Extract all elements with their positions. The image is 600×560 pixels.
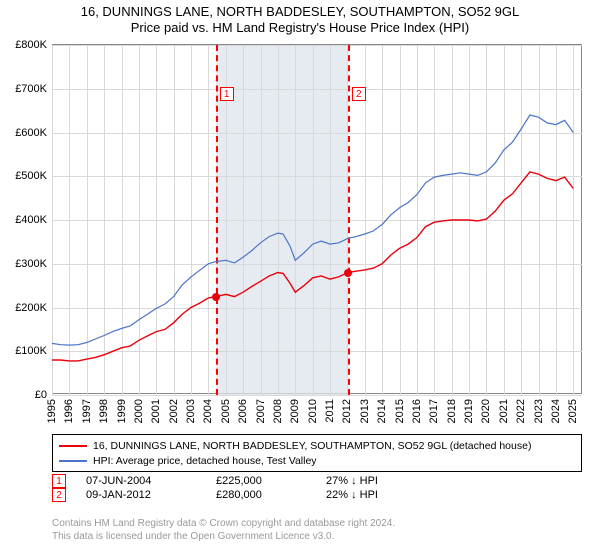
x-tick-label: 1997 [81, 399, 93, 423]
footer-line2: This data is licensed under the Open Gov… [52, 531, 395, 544]
y-tick-label: £300K [3, 258, 47, 270]
event-price: £225,000 [216, 475, 326, 487]
y-tick-label: £600K [3, 127, 47, 139]
x-tick-label: 2000 [133, 399, 145, 423]
footer-attribution: Contains HM Land Registry data © Crown c… [52, 518, 395, 543]
y-tick-label: £0 [3, 389, 47, 401]
x-tick-label: 2001 [150, 399, 162, 423]
event-table-badge: 2 [52, 488, 66, 502]
series-svg [52, 45, 582, 395]
gridline-h [52, 395, 582, 396]
x-tick-label: 2003 [185, 399, 197, 423]
x-tick-label: 2013 [359, 399, 371, 423]
event-pct: 22% ↓ HPI [326, 489, 446, 501]
x-tick-label: 2025 [567, 399, 579, 423]
x-tick-label: 2007 [255, 399, 267, 423]
x-tick-label: 1996 [63, 399, 75, 423]
chart-title-line2: Price paid vs. HM Land Registry's House … [0, 20, 600, 35]
x-tick-label: 2019 [463, 399, 475, 423]
x-tick-label: 1995 [46, 399, 58, 423]
x-tick-label: 2015 [394, 399, 406, 423]
x-tick-label: 2022 [515, 399, 527, 423]
legend-label: HPI: Average price, detached house, Test… [93, 455, 317, 467]
legend: 16, DUNNINGS LANE, NORTH BADDESLEY, SOUT… [52, 434, 582, 472]
y-tick-label: £100K [3, 345, 47, 357]
plot-region: £0£100K£200K£300K£400K£500K£600K£700K£80… [52, 44, 582, 394]
legend-row: HPI: Average price, detached house, Test… [59, 453, 575, 468]
x-tick-label: 2006 [237, 399, 249, 423]
x-tick-label: 1999 [116, 399, 128, 423]
y-tick-label: £500K [3, 170, 47, 182]
x-tick-label: 2020 [480, 399, 492, 423]
legend-label: 16, DUNNINGS LANE, NORTH BADDESLEY, SOUT… [93, 440, 531, 452]
x-tick-label: 2021 [498, 399, 510, 423]
x-tick-label: 2002 [168, 399, 180, 423]
y-tick-label: £400K [3, 214, 47, 226]
x-tick-label: 2005 [220, 399, 232, 423]
chart-title-block: 16, DUNNINGS LANE, NORTH BADDESLEY, SOUT… [0, 0, 600, 37]
x-tick-label: 2012 [341, 399, 353, 423]
x-tick-label: 2014 [376, 399, 388, 423]
legend-swatch [59, 445, 87, 447]
y-tick-label: £800K [3, 39, 47, 51]
event-pct: 27% ↓ HPI [326, 475, 446, 487]
x-tick-label: 2024 [550, 399, 562, 423]
event-price: £280,000 [216, 489, 326, 501]
x-tick-label: 2016 [411, 399, 423, 423]
y-tick-label: £200K [3, 302, 47, 314]
x-tick-label: 2010 [307, 399, 319, 423]
x-tick-label: 2018 [446, 399, 458, 423]
footer-line1: Contains HM Land Registry data © Crown c… [52, 518, 395, 531]
y-tick-label: £700K [3, 83, 47, 95]
series-price_paid [52, 172, 573, 361]
series-hpi [52, 115, 573, 345]
event-table-row: 1 07-JUN-2004£225,00027% ↓ HPI [52, 474, 446, 488]
legend-swatch [59, 460, 87, 462]
legend-row: 16, DUNNINGS LANE, NORTH BADDESLEY, SOUT… [59, 438, 575, 453]
x-tick-label: 2017 [428, 399, 440, 423]
x-tick-label: 1998 [98, 399, 110, 423]
x-tick-label: 2023 [533, 399, 545, 423]
event-date: 07-JUN-2004 [86, 475, 216, 487]
event-date: 09-JAN-2012 [86, 489, 216, 501]
chart-title-line1: 16, DUNNINGS LANE, NORTH BADDESLEY, SOUT… [0, 4, 600, 19]
x-tick-label: 2008 [272, 399, 284, 423]
events-table: 1 07-JUN-2004£225,00027% ↓ HPI 2 09-JAN-201… [52, 474, 446, 502]
event-table-row: 2 09-JAN-2012£280,00022% ↓ HPI [52, 488, 446, 502]
chart-area: £0£100K£200K£300K£400K£500K£600K£700K£80… [52, 44, 582, 394]
x-tick-label: 2011 [324, 399, 336, 423]
x-tick-label: 2009 [289, 399, 301, 423]
x-tick-label: 2004 [202, 399, 214, 423]
event-table-badge: 1 [52, 474, 66, 488]
